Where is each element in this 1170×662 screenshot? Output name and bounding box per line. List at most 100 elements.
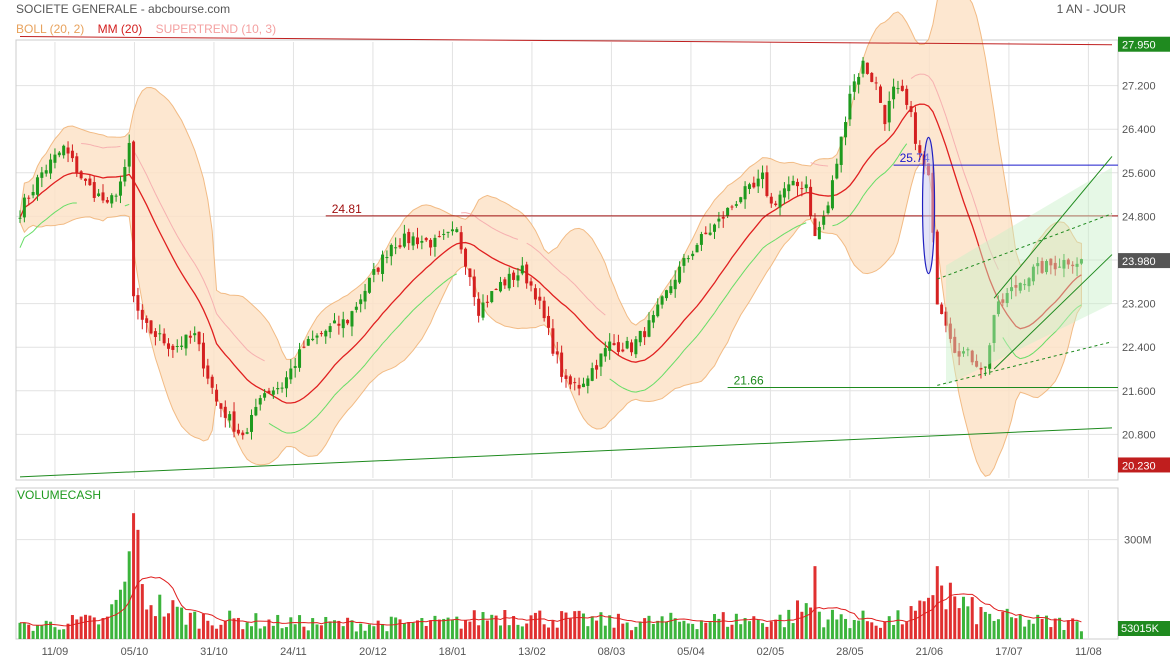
candle-body xyxy=(477,298,481,316)
volume-bar xyxy=(839,614,843,639)
supertrend-segment xyxy=(63,203,69,207)
legend-item-supertrend[interactable]: SUPERTREND (10, 3) xyxy=(155,22,277,36)
volume-bar xyxy=(206,620,210,639)
supertrend-segment xyxy=(185,250,191,258)
candle-body xyxy=(547,315,551,328)
candle-body xyxy=(844,122,848,138)
candle-body xyxy=(586,378,590,386)
candle-body xyxy=(328,326,332,333)
supertrend-segment xyxy=(299,427,305,431)
supertrend-segment xyxy=(762,244,768,249)
volume-bar xyxy=(660,616,664,639)
volume-bar xyxy=(127,551,131,639)
candle-body xyxy=(905,88,909,105)
date-tick-label: 21/06 xyxy=(916,646,944,658)
supertrend-segment xyxy=(495,229,501,233)
candle-body xyxy=(236,429,240,434)
candle-body xyxy=(621,349,625,352)
date-tick-label: 08/03 xyxy=(598,646,626,658)
candle-body xyxy=(450,229,454,232)
candle-body xyxy=(363,290,367,302)
volume-bar xyxy=(1010,617,1014,639)
volume-bar xyxy=(734,613,738,639)
volume-bar xyxy=(1058,617,1062,639)
date-tick-label: 13/02 xyxy=(518,646,546,658)
supertrend-segment xyxy=(884,167,890,174)
volume-bar xyxy=(332,620,336,639)
volume-tick-label: 300M xyxy=(1124,535,1152,547)
candle-body xyxy=(1053,262,1057,270)
volume-bar xyxy=(415,620,419,639)
supertrend-segment xyxy=(583,293,589,300)
volume-bar xyxy=(328,621,332,639)
candle-body xyxy=(682,258,686,266)
candle-body xyxy=(717,218,721,222)
price-tick-label: 25.600 xyxy=(1122,168,1156,180)
volume-bar xyxy=(132,513,136,639)
period-selector[interactable]: 1 AN - JOUR xyxy=(1056,2,1126,16)
volume-bar xyxy=(437,619,441,639)
channel-line xyxy=(993,156,1113,299)
supertrend-segment xyxy=(369,353,375,360)
supertrend-segment xyxy=(482,221,488,226)
supertrend-segment xyxy=(412,305,418,311)
candle-body xyxy=(398,245,402,248)
candle-body xyxy=(647,320,651,337)
volume-bar xyxy=(153,616,157,639)
volume-bar xyxy=(957,608,961,639)
channel-line-dashed xyxy=(937,213,1113,280)
supertrend-segment xyxy=(89,144,95,147)
volume-bar xyxy=(1036,614,1040,639)
candle-body xyxy=(699,234,703,245)
candle-body xyxy=(1079,259,1083,264)
volume-bar xyxy=(656,620,660,639)
supertrend-segment xyxy=(880,172,886,177)
candle-body xyxy=(193,333,197,336)
volume-bar xyxy=(944,609,948,639)
candle-body xyxy=(756,178,760,187)
candle-body xyxy=(219,403,223,409)
volume-bar xyxy=(228,610,232,639)
volume-bar xyxy=(245,622,249,639)
supertrend-segment xyxy=(45,215,51,220)
supertrend-segment xyxy=(176,235,183,244)
volume-bar xyxy=(603,625,607,639)
legend-item-bollinger[interactable]: BOLL (20, 2) xyxy=(16,22,85,36)
supertrend-segment xyxy=(181,243,187,251)
volume-bar xyxy=(223,620,227,639)
candle-body xyxy=(84,178,88,181)
price-tick-label: 21.600 xyxy=(1122,386,1156,398)
volume-bar xyxy=(774,619,778,639)
volume-bar xyxy=(97,624,101,639)
volume-bar xyxy=(953,596,957,639)
volume-bar xyxy=(625,622,629,639)
supertrend-segment xyxy=(500,231,506,235)
supertrend-segment xyxy=(303,423,309,429)
candle-body xyxy=(769,196,773,204)
volume-bar xyxy=(136,529,140,639)
candle-body xyxy=(975,360,979,367)
supertrend-segment xyxy=(980,222,986,238)
legend-item-moving-average[interactable]: MM (20) xyxy=(97,22,143,36)
candle-body xyxy=(664,290,668,299)
volume-bar xyxy=(27,624,31,639)
candle-body xyxy=(210,376,214,388)
candle-body xyxy=(40,172,44,178)
supertrend-segment xyxy=(596,307,602,312)
volume-bar xyxy=(359,623,363,639)
supertrend-segment xyxy=(24,234,30,239)
supertrend-segment xyxy=(967,183,973,196)
supertrend-segment xyxy=(504,233,510,237)
candle-body xyxy=(599,353,603,367)
supertrend-segment xyxy=(1028,352,1034,357)
supertrend-segment xyxy=(246,349,252,354)
candle-body xyxy=(695,244,699,253)
candle-body xyxy=(180,345,184,347)
supertrend-segment xyxy=(172,227,178,237)
supertrend-segment xyxy=(478,218,484,223)
supertrend-segment xyxy=(421,297,427,303)
candle-body xyxy=(1049,258,1053,266)
volume-bar xyxy=(634,626,638,639)
volume-bar xyxy=(1031,623,1035,639)
